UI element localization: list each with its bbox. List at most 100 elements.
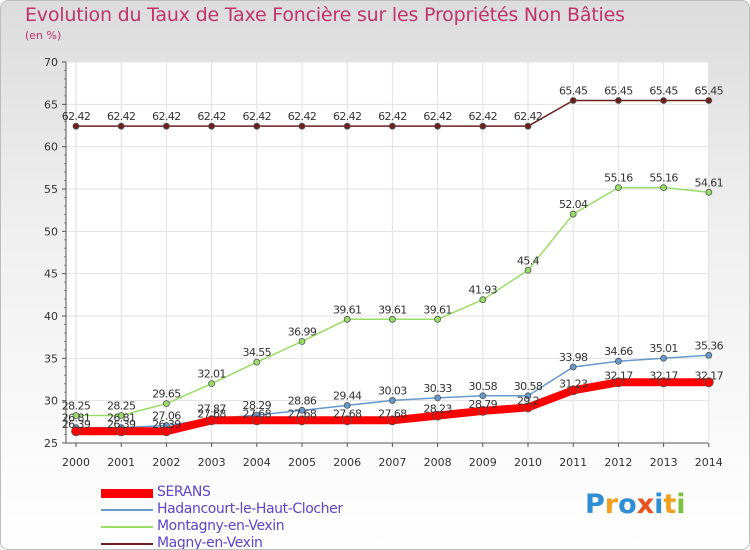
data-point-hadancourt-le-haut-clocher [434,394,442,402]
data-point-magny-en-vexin [479,122,487,130]
data-point-serans [116,426,127,437]
data-label-montagny-en-vexin: 54.61 [695,176,724,189]
data-point-serans [161,426,172,437]
data-point-serans [251,415,262,426]
data-point-magny-en-vexin [705,97,713,104]
data-point-montagny-en-vexin [117,412,125,419]
data-label-montagny-en-vexin: 34.55 [243,346,272,359]
data-point-magny-en-vexin [388,122,396,130]
x-tick-label: 2008 [424,456,452,469]
data-point-hadancourt-le-haut-clocher [524,392,532,400]
data-point-serans [387,415,398,426]
data-label-hadancourt-le-haut-clocher: 30.03 [378,384,407,397]
data-point-montagny-en-vexin [298,338,306,345]
data-point-hadancourt-le-haut-clocher [479,392,487,400]
x-tick-label: 2007 [378,456,406,469]
data-point-montagny-en-vexin [434,315,442,323]
data-point-montagny-en-vexin [72,412,80,419]
data-point-serans [432,410,443,421]
data-label-magny-en-vexin: 65.45 [649,85,678,98]
data-label-montagny-en-vexin: 28.25 [62,399,91,412]
data-label-magny-en-vexin: 62.42 [333,110,362,123]
x-tick-label: 2011 [559,456,587,469]
data-point-montagny-en-vexin [388,315,396,323]
data-label-hadancourt-le-haut-clocher: 35.01 [649,342,678,355]
y-tick-label: 35 [44,352,58,365]
proxiti-logo: Proxiti [585,489,686,520]
data-point-hadancourt-le-haut-clocher [660,354,667,362]
data-label-hadancourt-le-haut-clocher: 30.58 [514,380,543,393]
y-axis-unit-label: (en %) [25,29,62,42]
data-point-serans [297,415,307,426]
data-label-magny-en-vexin: 62.42 [107,110,136,123]
data-label-magny-en-vexin: 62.42 [62,110,91,123]
data-label-magny-en-vexin: 62.42 [288,110,317,123]
data-point-magny-en-vexin [208,122,216,130]
legend-swatch [101,488,153,498]
data-label-serans: 27.68 [243,407,272,420]
data-label-serans: 26.39 [152,418,181,431]
data-label-serans: 31.23 [559,377,588,390]
data-label-montagny-en-vexin: 39.61 [333,303,362,316]
data-label-hadancourt-le-haut-clocher: 30.58 [469,380,498,393]
data-label-serans: 32.17 [649,369,678,382]
data-point-magny-en-vexin [569,97,577,104]
legend-label: Magny-en-Vexin [157,535,263,550]
data-label-serans: 27.68 [378,407,407,420]
data-point-hadancourt-le-haut-clocher [705,351,713,359]
data-label-montagny-en-vexin: 52.04 [559,198,588,211]
data-point-montagny-en-vexin [524,266,532,274]
y-tick-label: 40 [44,310,58,323]
data-point-montagny-en-vexin [569,210,577,218]
x-tick-label: 2009 [469,456,497,469]
data-point-serans [613,377,624,388]
data-label-serans: 26.39 [107,418,136,431]
x-tick-label: 2001 [107,456,135,469]
data-label-magny-en-vexin: 65.45 [604,85,633,98]
y-tick-label: 25 [44,437,58,450]
data-point-magny-en-vexin [72,122,80,130]
data-label-hadancourt-le-haut-clocher: 30.33 [423,382,452,395]
y-tick-label: 70 [44,56,58,69]
data-point-hadancourt-le-haut-clocher [298,406,306,414]
legend-swatch [101,543,153,545]
chart-title: Evolution du Taux de Taxe Foncière sur l… [25,4,625,26]
x-tick-label: 2013 [650,456,678,469]
data-label-montagny-en-vexin: 55.16 [649,172,678,185]
data-label-serans: 26.39 [62,418,91,431]
data-point-hadancourt-le-haut-clocher [343,402,351,409]
x-tick-label: 2005 [288,456,316,469]
data-label-hadancourt-le-haut-clocher: 28.29 [243,399,272,412]
data-label-magny-en-vexin: 62.42 [152,110,181,123]
x-tick-label: 2012 [604,456,632,469]
data-point-montagny-en-vexin [705,188,713,196]
y-tick-label: 50 [44,225,58,238]
data-point-serans [523,402,533,413]
data-label-hadancourt-le-haut-clocher: 26.81 [107,412,136,425]
legend-swatch [101,526,153,528]
data-point-magny-en-vexin [660,97,667,104]
data-label-serans: 28.79 [469,398,498,411]
y-tick-label: 30 [44,395,58,408]
data-label-montagny-en-vexin: 29.65 [152,388,181,401]
x-tick-label: 2003 [198,456,226,469]
data-point-magny-en-vexin [117,122,125,130]
data-point-montagny-en-vexin [162,400,170,408]
y-tick-label: 55 [44,183,58,196]
data-label-serans: 29.2 [517,394,539,407]
data-label-montagny-en-vexin: 36.99 [288,325,317,338]
data-point-magny-en-vexin [298,122,306,130]
legend-label: Hadancourt-le-Haut-Clocher [157,501,343,517]
data-label-serans: 27.68 [288,407,317,420]
data-point-hadancourt-le-haut-clocher [569,363,577,371]
data-label-serans: 27.68 [197,407,226,420]
data-point-montagny-en-vexin [253,358,261,366]
data-label-serans: 27.68 [333,407,362,420]
data-point-magny-en-vexin [615,97,622,104]
data-label-hadancourt-le-haut-clocher: 26.81 [62,412,91,425]
data-point-montagny-en-vexin [208,380,216,388]
data-label-hadancourt-le-haut-clocher: 29.44 [333,389,362,402]
data-label-serans: 32.17 [604,369,633,382]
